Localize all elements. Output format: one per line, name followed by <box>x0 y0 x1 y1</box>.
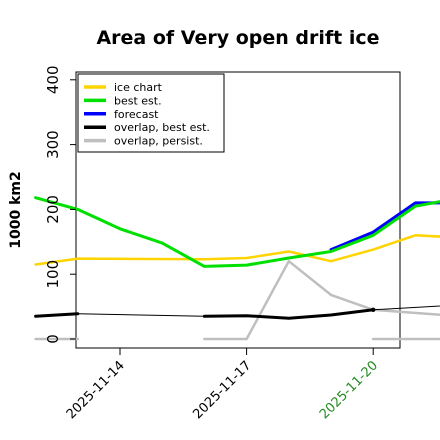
series-line-2-seg-0 <box>329 201 440 252</box>
series-line-3-seg-0 <box>34 312 80 318</box>
y-axis-ticks: 0 100 200 300 400 <box>44 65 76 344</box>
series-line-1-seg-0 <box>34 196 440 268</box>
y-tick-label-100: 100 <box>44 260 62 289</box>
legend-label-4: overlap, persist. <box>114 135 203 148</box>
x-axis-ticks: 2025-11-142025-11-172025-11-202025-11-23… <box>64 348 381 422</box>
series-line-4-seg-1 <box>372 305 440 311</box>
series-line-0-seg-0 <box>34 234 440 266</box>
y-axis-label: 1000 km2 <box>8 171 24 248</box>
x-tick-label-0: 2025-11-14 <box>64 358 128 422</box>
series-line-3-seg-1 <box>202 308 375 320</box>
y-tick-label-300: 300 <box>44 130 62 159</box>
legend-label-1: best est. <box>114 94 162 107</box>
series-line-5-seg-1 <box>203 259 440 341</box>
marker-point-0 <box>371 307 376 313</box>
legend-label-0: ice chart <box>114 81 163 94</box>
y-tick-label-0: 0 <box>44 334 62 344</box>
y-tick-label-400: 400 <box>44 65 62 94</box>
y-tick-label-200: 200 <box>44 195 62 224</box>
legend-label-3: overlap, best est. <box>114 121 210 134</box>
x-tick-label-2: 2025-11-20 <box>317 358 381 422</box>
legend-label-2: forecast <box>114 108 159 121</box>
x-tick-label-1: 2025-11-17 <box>190 358 254 422</box>
chart-title: Area of Very open drift ice <box>96 27 379 49</box>
series-line-4-seg-0 <box>77 313 205 317</box>
series-layer <box>34 196 440 341</box>
